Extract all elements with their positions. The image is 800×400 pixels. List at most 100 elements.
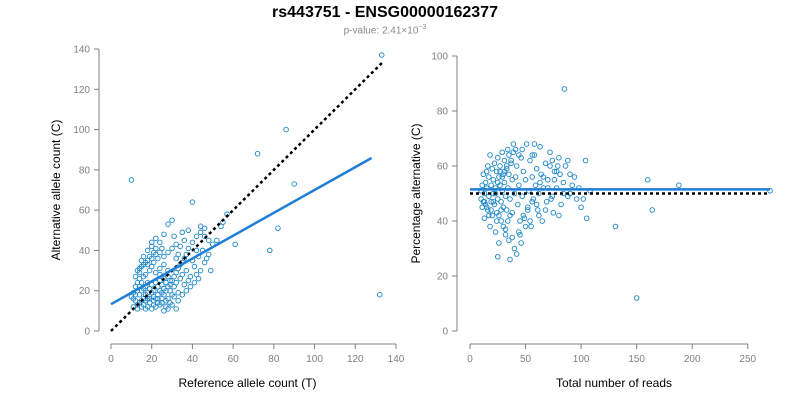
y-tick-label: 40 [79, 246, 91, 257]
data-point [161, 231, 167, 238]
subtitle-exponent: −3 [418, 24, 427, 31]
data-point [515, 201, 521, 208]
data-point [493, 168, 500, 175]
data-point [175, 298, 181, 304]
data-point [491, 160, 498, 166]
data-point [492, 190, 499, 197]
data-point [191, 263, 198, 270]
data-point [169, 217, 175, 223]
data-point [525, 204, 531, 210]
y-tick-label: 120 [73, 85, 90, 96]
data-point [148, 239, 155, 246]
y-axis-label: Alternative allele count (C) [49, 120, 63, 261]
data-point [520, 168, 527, 175]
data-point [512, 146, 519, 153]
data-point [505, 218, 511, 224]
data-point [481, 215, 488, 221]
data-point [565, 157, 571, 164]
data-point [189, 199, 196, 205]
data-point [496, 174, 502, 180]
y-tick-label: 80 [79, 165, 91, 176]
data-point [267, 247, 273, 254]
data-point [486, 174, 492, 180]
data-point [171, 233, 177, 240]
data-point [530, 196, 537, 202]
data-point [483, 168, 490, 175]
data-point [483, 204, 490, 210]
data-point [478, 196, 484, 202]
data-point [181, 281, 188, 288]
data-point [153, 269, 159, 276]
data-point [496, 212, 502, 219]
data-point [645, 176, 651, 183]
data-point [488, 198, 494, 205]
data-point [173, 306, 179, 312]
x-tick-label: 60 [228, 354, 240, 365]
data-point [525, 207, 531, 213]
data-point [138, 298, 145, 304]
data-point [179, 271, 185, 278]
y-tick-label: 40 [437, 217, 449, 228]
data-point [555, 163, 561, 169]
data-point [513, 163, 520, 169]
data-point [486, 212, 492, 219]
data-point [573, 196, 580, 202]
data-point [501, 157, 508, 164]
data-point [571, 174, 578, 180]
data-point [539, 218, 545, 224]
y-tick-label: 60 [437, 162, 449, 173]
data-point [501, 179, 508, 186]
data-point [197, 229, 204, 236]
data-point [527, 218, 533, 224]
data-point [132, 273, 139, 280]
data-point [517, 231, 523, 238]
data-point [254, 150, 261, 157]
data-point [291, 181, 297, 187]
scatter-panel-allele-counts: 0 20 40 60 80 100 120 140 0 20 40 60 80 100 120 140 Refe… [49, 45, 405, 391]
data-point [529, 152, 535, 158]
data-point [547, 163, 553, 169]
data-point [510, 141, 517, 147]
y-axis-label: Percentage alternative (C) [409, 123, 423, 263]
data-point [505, 146, 511, 153]
data-point [488, 182, 494, 188]
data-point [519, 193, 525, 199]
data-point [540, 174, 547, 180]
data-point [496, 240, 502, 246]
data-point [153, 245, 159, 252]
x-tick-label: 80 [268, 354, 280, 365]
data-point [583, 215, 590, 221]
data-point [529, 174, 535, 180]
data-point [517, 218, 523, 224]
data-point [144, 257, 151, 264]
data-point [157, 239, 163, 246]
data-point [516, 229, 522, 235]
data-point [488, 207, 494, 213]
y-tick-label: 20 [79, 286, 91, 297]
data-point [193, 233, 200, 240]
data-point [551, 176, 558, 183]
data-point [136, 269, 143, 276]
data-point [498, 198, 504, 205]
data-point [500, 223, 507, 230]
data-point [516, 182, 522, 188]
data-point [165, 249, 171, 256]
data-point [506, 171, 512, 177]
data-point [567, 171, 573, 177]
data-point [553, 168, 560, 175]
data-point [487, 223, 493, 230]
data-point [140, 253, 147, 260]
data-point [537, 179, 543, 186]
data-point [520, 212, 527, 219]
data-point [562, 163, 569, 169]
x-tick-label: 140 [388, 354, 405, 365]
data-point [529, 198, 535, 205]
data-point [531, 152, 538, 158]
x-tick-label: 40 [187, 354, 199, 365]
data-point [519, 146, 525, 153]
data-point [506, 152, 512, 158]
data-point [157, 265, 163, 272]
data-point [506, 237, 512, 243]
data-point [187, 273, 194, 280]
